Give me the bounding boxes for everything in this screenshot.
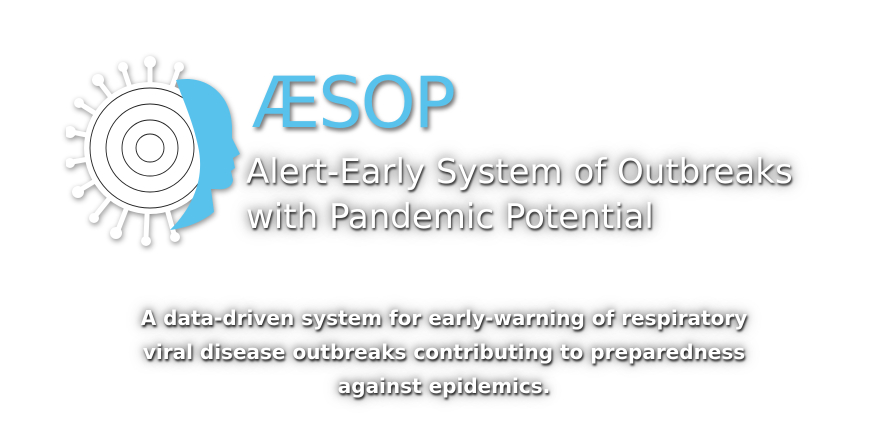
tagline: A data-driven system for early-warning o…: [100, 301, 788, 403]
tagline-line-3: against epidemics.: [337, 374, 551, 398]
brand-subtitle: Alert-Early System of Outbreaks with Pan…: [246, 150, 793, 240]
tagline-line-1: A data-driven system for early-warning o…: [140, 306, 748, 330]
virus-head-target-logo-icon: [66, 56, 240, 246]
tagline-line-2: viral disease outbreaks contributing to …: [142, 340, 746, 364]
brand-subtitle-line-2: with Pandemic Potential: [246, 197, 654, 237]
brand-subtitle-line-1: Alert-Early System of Outbreaks: [246, 152, 793, 192]
brand-title: ÆSOP: [252, 62, 456, 144]
